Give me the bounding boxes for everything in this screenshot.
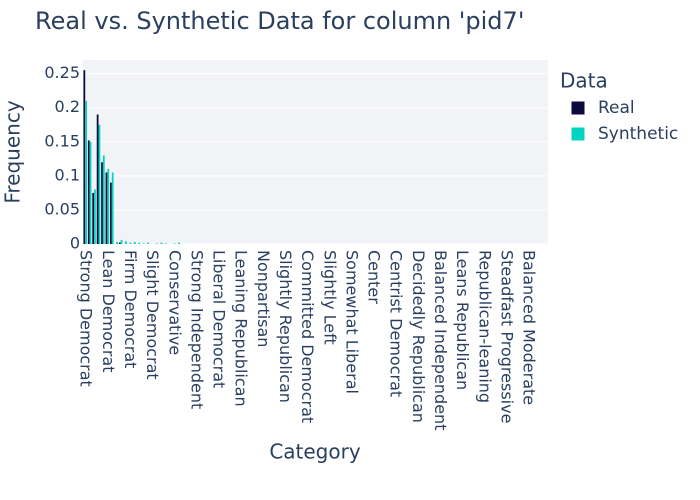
bar: [110, 182, 112, 244]
x-tick-label: Strong Independent: [187, 250, 206, 409]
bar: [129, 242, 132, 244]
x-tick-label: Balanced Moderate: [520, 250, 539, 405]
x-tick-label: Slight Democrat: [143, 250, 162, 380]
y-tick-label: 0.1: [55, 165, 80, 184]
bar: [142, 243, 145, 244]
bar: [160, 242, 163, 244]
x-tick-label: Balanced Independent: [431, 250, 450, 430]
x-tick-label: Firm Democrat: [121, 250, 140, 368]
x-tick-label: Strong Democrat: [77, 250, 96, 387]
bar: [98, 124, 101, 244]
bar: [83, 70, 86, 244]
bar: [105, 172, 108, 244]
x-tick-label: Decidedly Republican: [409, 250, 428, 423]
x-tick-label: Steadfast Progressive: [497, 250, 516, 423]
x-tick-label: Conservative: [165, 250, 184, 355]
x-axis-label: Category: [269, 440, 361, 464]
bar: [92, 192, 95, 244]
bar: [94, 189, 96, 244]
y-axis-label: Frequency: [1, 100, 25, 203]
legend-label: Synthetic: [598, 124, 678, 144]
x-tick-label: Center: [365, 250, 384, 304]
bar: [87, 140, 90, 244]
x-tick-label: Nonpartisan: [254, 250, 273, 347]
bar: [125, 241, 127, 244]
bar: [133, 241, 136, 244]
y-tick-label: 0.05: [44, 199, 80, 218]
y-tick-label: 0: [70, 234, 80, 253]
bar: [120, 239, 123, 244]
plot-area: [83, 60, 548, 244]
legend-title: Data: [560, 69, 608, 93]
x-tick-label: Republican-leaning: [475, 250, 494, 403]
bar: [101, 162, 103, 244]
bar: [118, 242, 121, 244]
x-tick-label: Committed Democrat: [298, 250, 317, 423]
bar: [156, 243, 158, 244]
x-tick-label: Lean Democrat: [99, 250, 118, 373]
x-tick-label: Somewhat Liberal: [342, 250, 361, 394]
y-tick-label: 0.15: [44, 131, 80, 150]
bar: [96, 114, 99, 244]
x-tick-label: Slightly Left: [320, 250, 339, 345]
bar: [147, 242, 149, 244]
bar: [178, 242, 180, 244]
legend-swatch: [571, 127, 585, 141]
bar: [164, 243, 167, 244]
x-tick-label: Leaning Republican: [232, 250, 251, 407]
legend-swatch: [571, 101, 585, 115]
x-tick-label: Slightly Republican: [276, 250, 295, 403]
bar: [173, 243, 176, 244]
x-tick-label: Centrist Democrat: [387, 250, 406, 397]
bar: [85, 100, 87, 244]
legend-label: Real: [598, 98, 635, 118]
x-tick-label: Leans Republican: [453, 250, 472, 390]
bar: [138, 242, 141, 244]
chart-title: Real vs. Synthetic Data for column 'pid7…: [35, 7, 524, 35]
bar: [107, 169, 110, 244]
y-tick-label: 0.2: [55, 97, 80, 116]
bar: [116, 241, 118, 244]
x-tick-label: Liberal Democrat: [210, 250, 229, 388]
bar: [111, 172, 114, 244]
bar: [102, 155, 105, 244]
bar: [89, 141, 92, 244]
y-tick-label: 0.25: [44, 63, 80, 82]
